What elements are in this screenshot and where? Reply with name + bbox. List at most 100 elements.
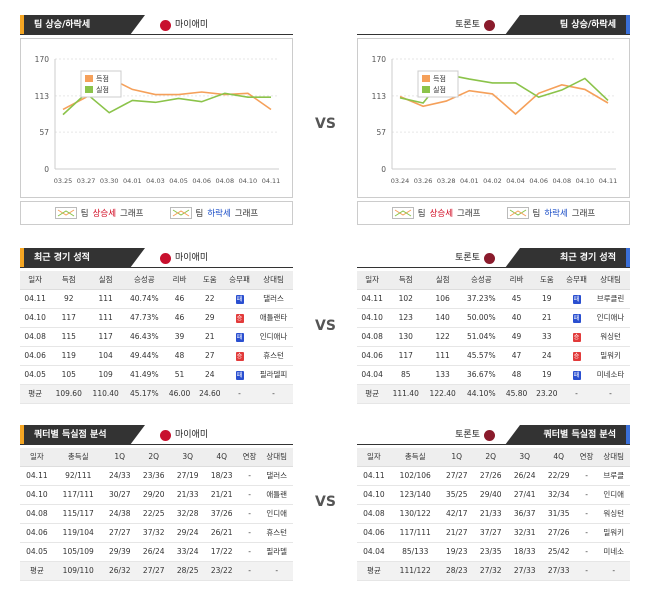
table-cell: 19 [531,365,562,385]
table-cell: 32/28 [170,504,205,524]
x-tick-label: 04.06 [192,177,211,185]
table-cell: 85/133 [390,542,440,562]
column-header: 득점 [50,271,88,290]
average-row: 평균 111/122 28/23 27/32 27/33 27/33- - [357,561,630,581]
table-cell: 37/32 [136,523,171,543]
table-cell: - [575,561,598,581]
table-cell: 04.10 [357,485,391,505]
table-cell: 45.80 [501,384,532,404]
legend-label-allowed: 실점 [96,85,109,94]
x-tick-label: 04.02 [483,177,502,185]
result-badge: 승 [572,351,581,361]
table-cell: 24 [194,365,225,385]
table-cell: 22 [194,289,225,309]
result-badge: 패 [572,370,581,380]
legend-swatch-allowed [85,86,93,93]
table-cell: 04.10 [357,308,388,328]
table-cell: 92/111 [53,466,103,486]
table-cell: 04.08 [20,504,54,524]
table-cell: 37/27 [473,523,508,543]
y-tick-label: 0 [44,165,49,174]
recent-tab-right: 최근 경기 성적 [505,248,630,268]
table-cell: 111/122 [390,561,440,581]
table-cell: 브루클린 [591,289,630,309]
quarter-team-right: 토론토 [455,425,495,445]
table-cell: 승 [224,308,255,328]
raptors-logo-icon [484,252,495,264]
table-cell: 패 [224,327,255,347]
table-cell: 41.49% [124,365,165,385]
vs-label-2: VS [315,318,336,334]
table-cell: 21/27 [439,523,474,543]
table-cell: 밀워키 [597,523,630,543]
table-cell: 04.04 [357,542,391,562]
table-row: 04.06 117 111 45.57% 47 24 승 밀워키 [357,346,630,366]
table-cell: - [238,466,261,486]
table-cell: 휴스턴 [254,346,293,366]
vs-label-1: VS [315,116,336,132]
table-cell: 49.44% [124,346,165,366]
table-cell: 평균 [20,561,54,581]
column-header: 3Q [170,448,205,467]
table-cell: 23/36 [136,466,171,486]
table-cell: 36.67% [461,365,502,385]
column-header: 상대팀 [591,271,630,290]
quarter-tab-right: 쿼터별 득실점 분석 [505,425,630,445]
table-cell: 22/25 [136,504,171,524]
table-row: 04.08 130 122 51.04% 49 33 승 워싱턴 [357,327,630,347]
table-cell: 111 [87,289,125,309]
x-tick-label: 04.10 [239,177,258,185]
table-cell: 42/17 [439,504,474,524]
y-tick-label: 57 [376,128,386,137]
x-tick-label: 03.28 [437,177,456,185]
result-badge: 승 [235,313,244,323]
table-cell: 04.10 [20,308,51,328]
table-row: 04.06 117/111 21/27 37/27 32/31 27/26- 밀워키 [357,523,630,543]
quarter-table-right: 일자 총득실 1Q 2Q 3Q 4Q 연장 상대팀 04.11 102/106 27/27 27/26… [357,448,630,581]
table-cell: 102/106 [390,466,440,486]
table-cell: 승 [224,346,255,366]
trend-panel-left: 팀 상승/하락세 마이애미 170 113 57 0 03.25 03.27 03.30 04… [20,15,293,225]
table-cell: 27/32 [473,561,508,581]
table-cell: 26/32 [102,561,137,581]
x-tick-label: 03.26 [414,177,433,185]
column-header: 리바 [164,271,195,290]
column-header: 승무패 [224,271,255,290]
table-cell: 130 [387,327,425,347]
heat-logo-icon [160,252,171,264]
table-cell: 119 [50,346,88,366]
table-cell: 26/24 [136,542,171,562]
quarter-panel-right: 토론토 쿼터별 득실점 분석 일자 총득실 1Q 2Q 3Q 4Q 연장 상대팀 04.11 10… [357,425,630,581]
table-cell: 33/24 [170,542,205,562]
table-cell: 24/38 [102,504,137,524]
column-header: 승성공 [461,271,502,290]
column-header: 실점 [87,271,125,290]
table-cell: 110.40 [87,384,125,404]
column-header: 실점 [424,271,462,290]
quarter-panel-left: 쿼터별 득실점 분석 마이애미 일자 총득실 1Q 2Q 3Q 4Q 연장 상대팀 04.11 9… [20,425,293,581]
column-header: 승성공 [124,271,165,290]
table-cell: 123 [387,308,425,328]
table-cell: - [238,561,261,581]
table-cell: 인디애 [597,485,630,505]
table-cell: 48 [501,365,532,385]
table-cell: 28/23 [439,561,474,581]
result-badge: 패 [572,313,581,323]
table-cell: 46.43% [124,327,165,347]
down-graph-icon [169,207,192,219]
table-row: 04.05 105 109 41.49% 51 24 패 필라델피 [20,365,293,385]
table-cell: 04.08 [357,504,391,524]
table-cell: 04.05 [20,365,51,385]
table-cell: - [597,561,630,581]
column-header: 득점 [387,271,425,290]
legend-swatch-scored [85,75,93,82]
table-cell: 27/33 [541,561,576,581]
table-cell: 37/26 [204,504,239,524]
table-row: 04.08 115 117 46.43% 39 21 패 인디애나 [20,327,293,347]
table-cell: - [591,384,630,404]
table-cell: 21 [531,308,562,328]
table-cell: - [224,384,255,404]
table-cell: 26/21 [204,523,239,543]
table-cell: 40 [501,308,532,328]
x-tick-label: 04.11 [599,177,618,185]
